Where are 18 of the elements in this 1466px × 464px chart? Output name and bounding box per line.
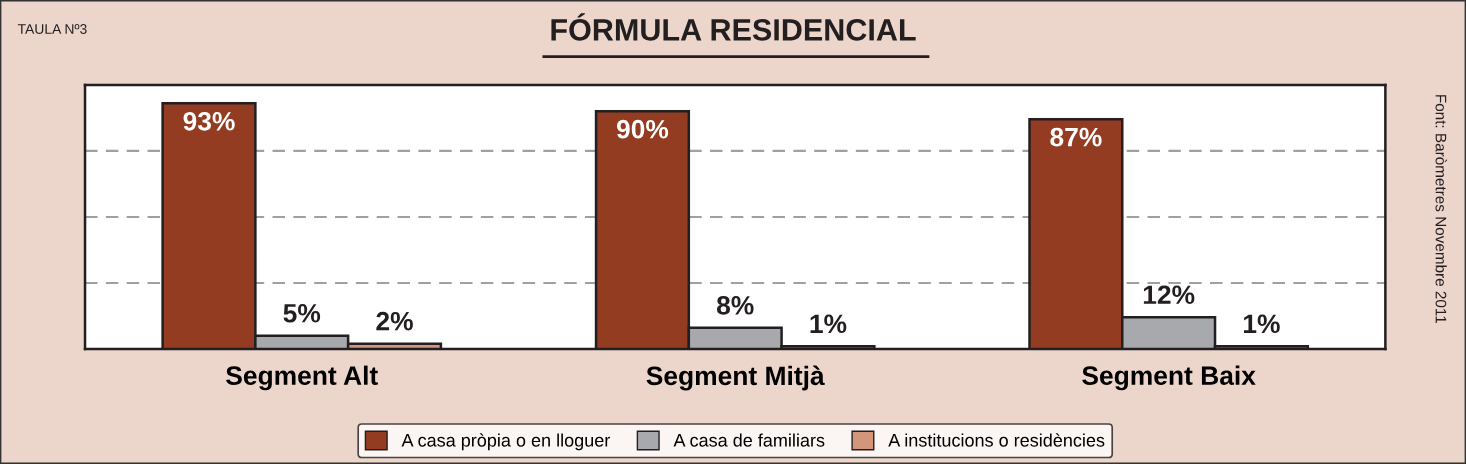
data-label: 87% xyxy=(1050,127,1102,147)
data-label: 12% xyxy=(1143,285,1195,305)
data-label: 90% xyxy=(616,119,669,139)
data-label: 93% xyxy=(183,111,235,131)
x-tick-label: Segment Baix xyxy=(1082,365,1256,391)
data-label: 2% xyxy=(376,311,413,331)
data-label: 1% xyxy=(810,314,847,334)
x-tick-label: Segment Mitjà xyxy=(646,365,825,391)
legend-label: A casa de familiars xyxy=(673,433,825,447)
chart-title: FÓRMULA RESIDENCIAL xyxy=(551,13,916,41)
legend-label: A casa pròpia o en lloguer xyxy=(401,433,611,451)
legend-label: A institucions o residències xyxy=(888,433,1105,447)
data-label: 5% xyxy=(283,303,321,323)
text: TAULA Nº3 xyxy=(17,24,87,34)
x-tick-label: Segment Alt xyxy=(226,365,378,391)
data-label: 1% xyxy=(1244,314,1280,334)
text: Font: Baròmetres Novembre 2011 xyxy=(1435,95,1447,323)
data-label: 8% xyxy=(716,295,754,315)
